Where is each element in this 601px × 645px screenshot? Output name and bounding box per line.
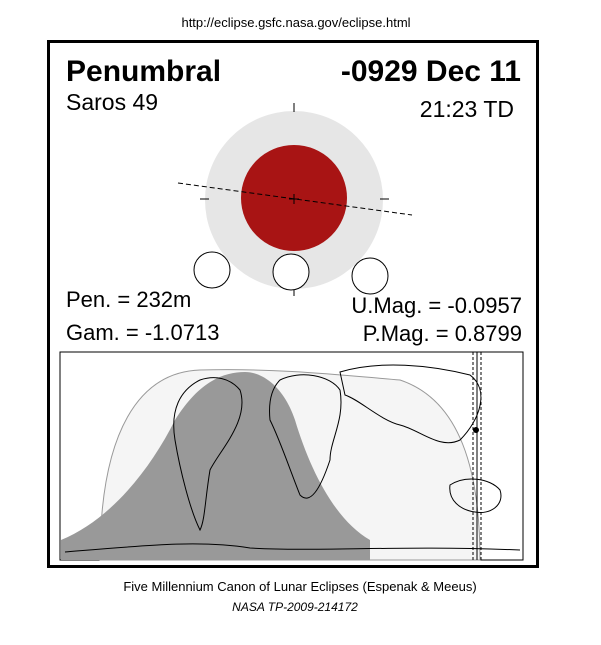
eclipse-visible-zone xyxy=(61,372,370,560)
umbral-magnitude: U.Mag. = -0.0957 xyxy=(351,293,522,318)
continent xyxy=(269,374,342,499)
continent xyxy=(64,543,521,553)
eclipse-date: -0929 Dec 11 xyxy=(341,55,521,88)
continent xyxy=(173,377,243,532)
ecliptic xyxy=(177,182,413,216)
moon xyxy=(193,251,231,289)
penumbral-magnitude: P.Mag. = 0.8799 xyxy=(363,321,522,346)
eclipse-time: 21:23 TD xyxy=(420,96,514,122)
saros: Saros 49 xyxy=(66,89,158,115)
continent xyxy=(339,364,482,444)
reference: NASA TP-2009-214172 xyxy=(232,600,358,614)
penumbral-duration: Pen. = 232m xyxy=(66,287,191,312)
source-url: http://eclipse.gsfc.nasa.gov/eclipse.htm… xyxy=(181,15,410,30)
moon xyxy=(351,257,389,295)
canon-credit: Five Millennium Canon of Lunar Eclipses … xyxy=(123,579,476,594)
world-map xyxy=(59,351,524,561)
moon xyxy=(272,253,310,291)
eclipse-type: Penumbral xyxy=(66,55,221,88)
shadow-diagram xyxy=(177,103,413,296)
gamma: Gam. = -1.0713 xyxy=(66,320,219,345)
frame xyxy=(47,40,539,568)
subsolar-point xyxy=(473,427,479,433)
